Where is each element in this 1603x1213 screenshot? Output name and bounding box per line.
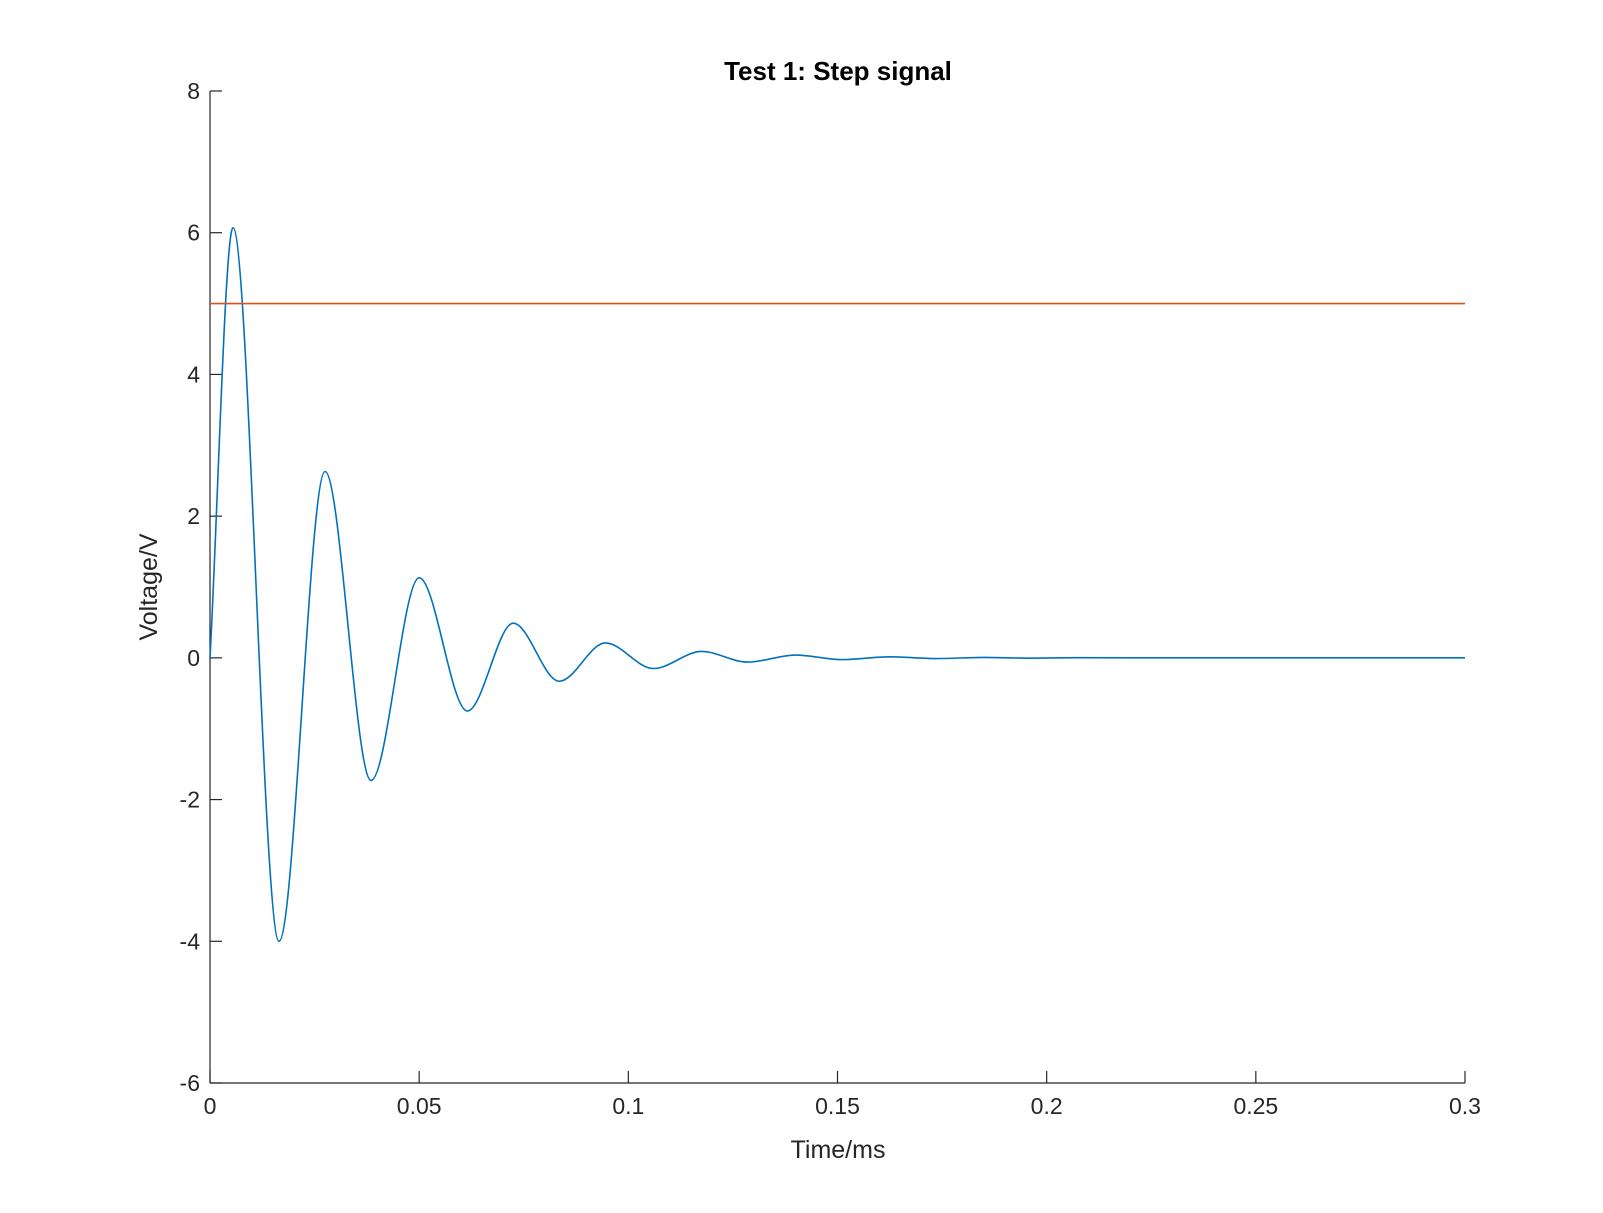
y-tick-label: -6 (180, 1070, 200, 1096)
x-tick-label: 0.05 (397, 1093, 442, 1119)
y-tick-label: -4 (180, 928, 201, 954)
y-tick-label: 2 (187, 503, 200, 529)
x-axis-label: Time/ms (791, 1136, 886, 1164)
chart-title: Test 1: Step signal (724, 56, 952, 86)
y-tick-label: 6 (187, 220, 200, 246)
y-tick-label: 4 (187, 361, 200, 387)
y-tick-label: 0 (187, 645, 200, 671)
x-tick-label: 0.2 (1031, 1093, 1063, 1119)
plot-area: 0 0.05 0.1 0.15 0.2 0.25 0.3 -6 -4 -2 0 2 4 6 8 (180, 78, 1481, 1119)
series-line-1 (209, 226, 1465, 943)
x-tick-label: 0.25 (1233, 1093, 1278, 1119)
y-axis-label: Voltage/V (135, 533, 163, 640)
y-tick-label: -2 (180, 787, 200, 813)
x-tick-label: 0 (204, 1093, 217, 1119)
x-tick-label: 0.1 (612, 1093, 644, 1119)
x-tick-label: 0.3 (1449, 1093, 1481, 1119)
x-tick-label: 0.15 (815, 1093, 860, 1119)
y-tick-label: 8 (187, 78, 200, 104)
